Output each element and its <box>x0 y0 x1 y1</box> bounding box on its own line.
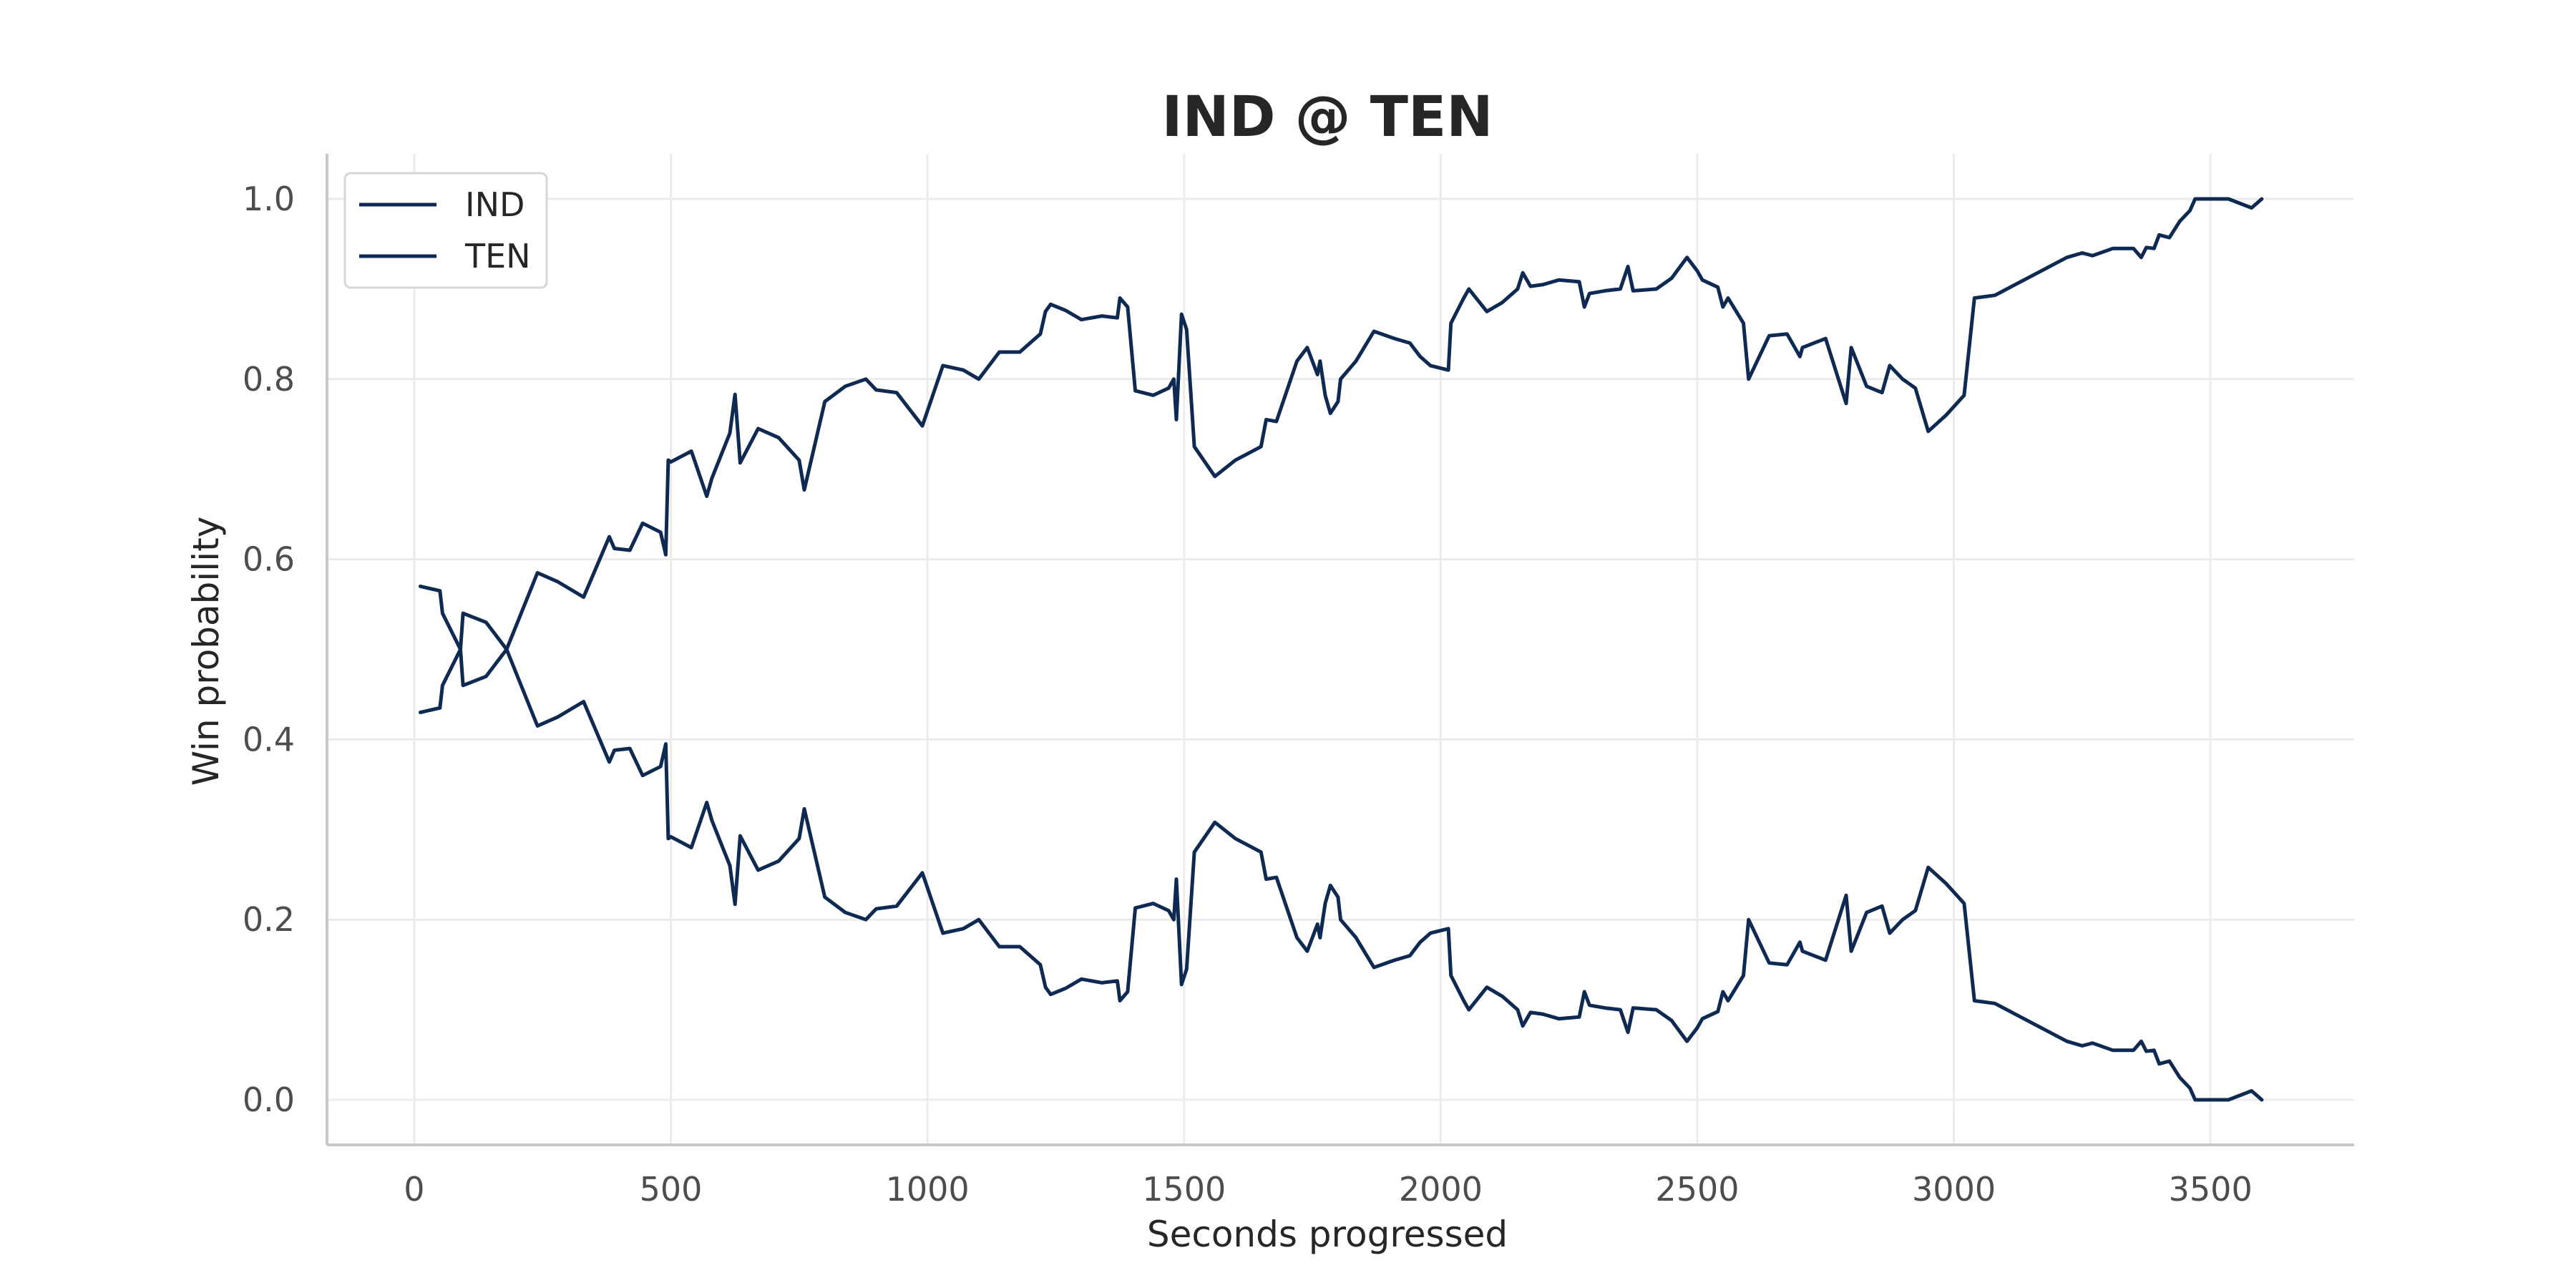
chart-title: IND @ TEN <box>1161 85 1493 150</box>
x-tick-label-7: 3500 <box>2169 1170 2253 1209</box>
series-line-ind <box>419 197 2264 715</box>
legend: IND TEN <box>343 172 548 289</box>
x-tick-label-3: 1500 <box>1142 1170 1226 1209</box>
tick-labels: 0 500 1000 1500 2000 2500 3000 3500 0.0 0.2 0.4 0.6… <box>243 180 2253 1209</box>
legend-label-ind: IND <box>465 185 525 224</box>
axes <box>326 154 2354 1146</box>
series-line-ten <box>419 584 2264 1102</box>
x-tick-label-2: 1000 <box>886 1170 970 1209</box>
series-lines <box>419 197 2264 1102</box>
y-tick-label-0: 0.0 <box>243 1080 295 1119</box>
x-tick-label-0: 0 <box>404 1170 424 1209</box>
x-axis-label: Seconds progressed <box>1147 1214 1508 1255</box>
y-axis-label: Win probability <box>185 517 227 786</box>
x-tick-label-4: 2000 <box>1399 1170 1483 1209</box>
y-tick-label-1: 0.2 <box>243 900 295 939</box>
x-tick-label-5: 2500 <box>1655 1170 1739 1209</box>
legend-label-ten: TEN <box>464 237 531 275</box>
y-tick-label-4: 0.8 <box>243 360 295 399</box>
y-tick-label-5: 1.0 <box>243 180 295 218</box>
y-tick-label-2: 0.4 <box>243 720 295 758</box>
x-tick-label-6: 3000 <box>1912 1170 1996 1209</box>
x-tick-label-1: 500 <box>640 1170 703 1209</box>
legend-box <box>343 172 548 289</box>
y-tick-label-3: 0.6 <box>243 540 295 579</box>
